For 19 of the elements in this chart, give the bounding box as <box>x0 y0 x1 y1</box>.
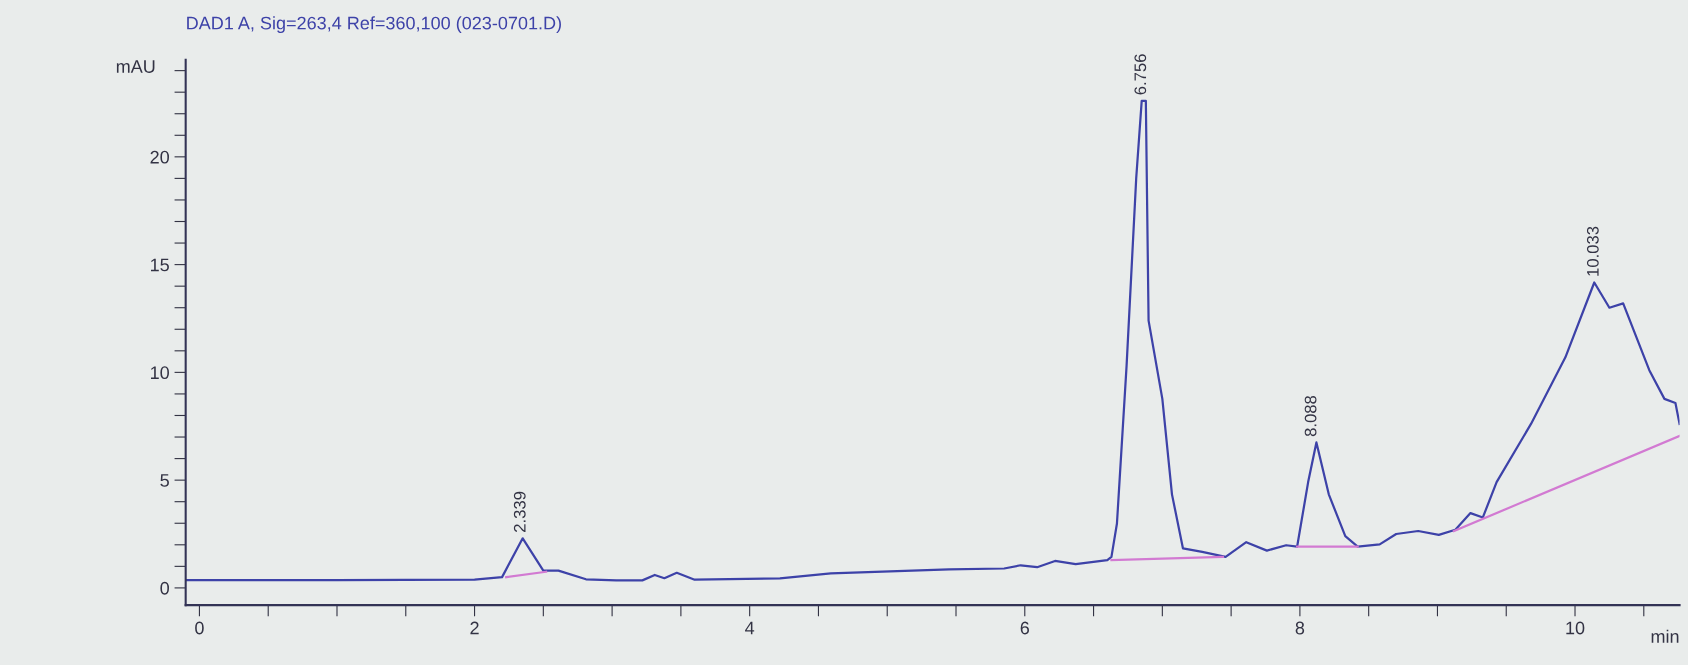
annotation: 6.756 <box>1134 54 1147 95</box>
annotation: 8.088 <box>1304 395 1317 437</box>
x-tick-label: 2 <box>470 621 479 635</box>
x-tick-label: 10 <box>1566 621 1585 635</box>
annotation: 10.033 <box>1586 226 1599 276</box>
y-tick-label: 10 <box>151 366 169 380</box>
x-tick-label: 8 <box>1295 621 1305 635</box>
y-axis-title: mAU <box>116 60 155 73</box>
chart-title: DAD1 A, Sig=263,4 Ref=360,100 (023-0701.D) <box>187 16 561 34</box>
line-series <box>185 99 1680 582</box>
y-tick-label: 20 <box>150 150 169 164</box>
x-tick-label: 6 <box>1020 621 1030 635</box>
annotation: 2.339 <box>513 491 526 532</box>
y-tick-label: 15 <box>151 258 169 272</box>
x-axis-title: min <box>1651 629 1679 643</box>
x-tick-label: 4 <box>745 621 755 635</box>
y-tick-label: 5 <box>160 474 169 487</box>
x-tick-label: 0 <box>195 621 204 635</box>
y-tick-label: 0 <box>160 581 169 595</box>
